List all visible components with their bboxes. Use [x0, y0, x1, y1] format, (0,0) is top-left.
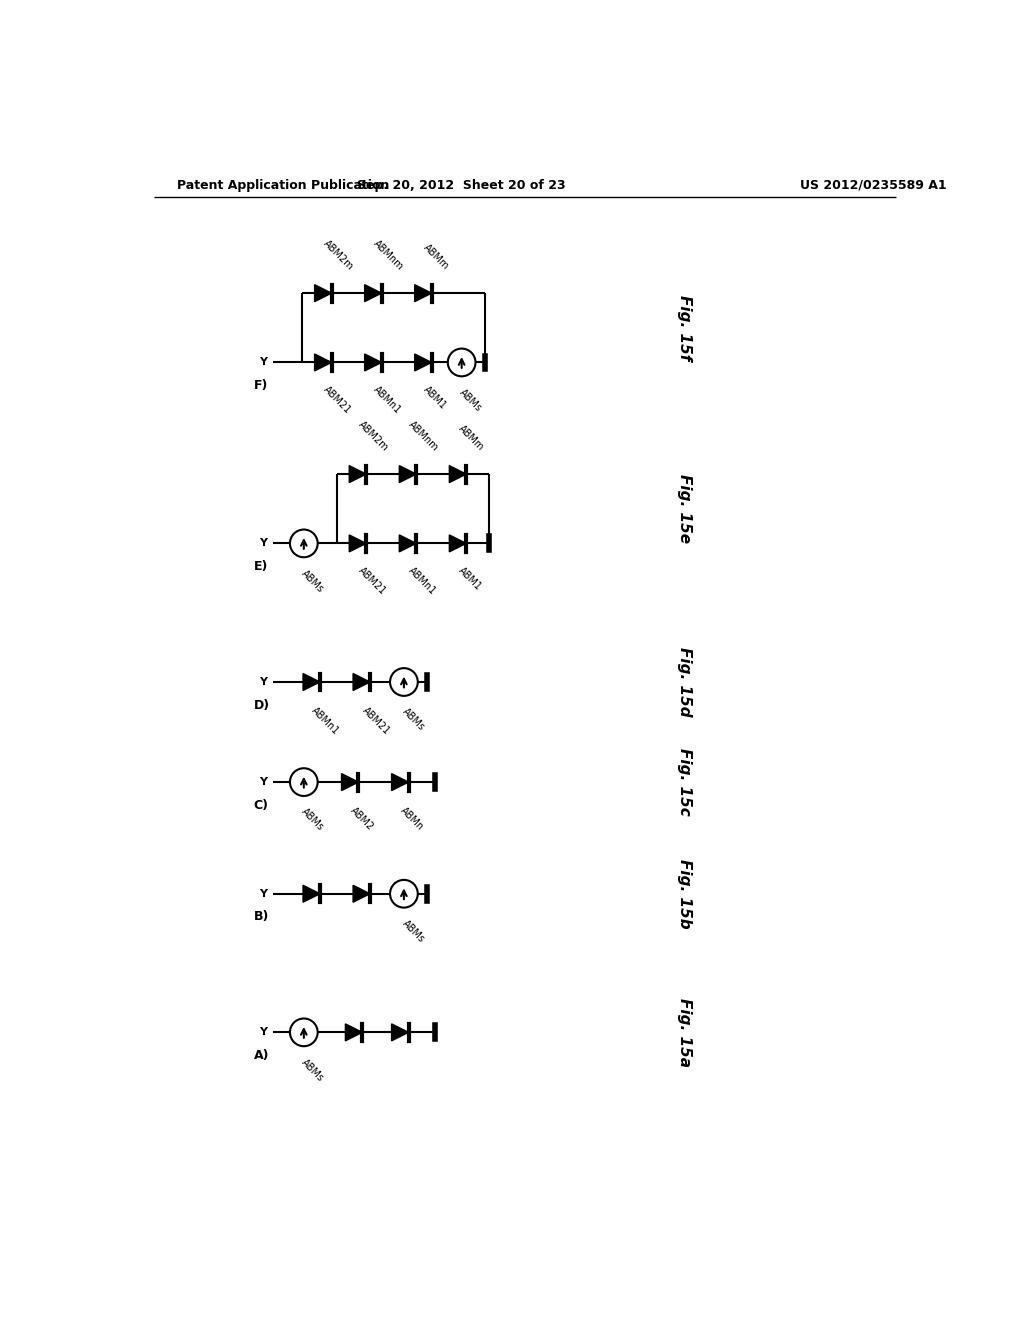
Polygon shape	[349, 466, 367, 483]
Text: ABMnm: ABMnm	[407, 418, 440, 453]
Text: ABM21: ABM21	[356, 565, 387, 597]
Polygon shape	[314, 354, 332, 371]
Text: ABMs: ABMs	[400, 919, 426, 945]
Text: Fig. 15b: Fig. 15b	[677, 859, 692, 928]
Polygon shape	[399, 466, 416, 483]
Polygon shape	[353, 673, 370, 690]
Text: ABMm: ABMm	[457, 424, 485, 453]
Text: Fig. 15f: Fig. 15f	[677, 296, 692, 360]
Text: Fig. 15e: Fig. 15e	[677, 474, 692, 544]
Text: Y: Y	[259, 888, 267, 899]
Polygon shape	[415, 354, 432, 371]
Text: Fig. 15c: Fig. 15c	[677, 748, 692, 816]
Polygon shape	[450, 535, 466, 552]
Text: Patent Application Publication: Patent Application Publication	[177, 178, 389, 191]
Text: ABMn: ABMn	[398, 805, 426, 832]
Polygon shape	[314, 285, 332, 302]
Polygon shape	[365, 354, 382, 371]
Polygon shape	[303, 886, 319, 903]
Text: ABMnm: ABMnm	[372, 238, 406, 272]
Polygon shape	[342, 774, 358, 791]
Text: A): A)	[254, 1049, 269, 1063]
Polygon shape	[391, 1024, 409, 1040]
Polygon shape	[353, 886, 370, 903]
Text: ABM21: ABM21	[360, 705, 391, 737]
Text: F): F)	[254, 379, 268, 392]
Text: ABMn1: ABMn1	[407, 565, 437, 597]
Text: Y: Y	[259, 1027, 267, 1038]
Polygon shape	[303, 673, 319, 690]
Text: ABMm: ABMm	[422, 243, 451, 272]
Text: Sep. 20, 2012  Sheet 20 of 23: Sep. 20, 2012 Sheet 20 of 23	[357, 178, 566, 191]
Text: US 2012/0235589 A1: US 2012/0235589 A1	[801, 178, 947, 191]
Text: ABM1: ABM1	[457, 565, 483, 591]
Text: Fig. 15d: Fig. 15d	[677, 647, 692, 717]
Text: D): D)	[254, 698, 270, 711]
Text: ABM2: ABM2	[348, 805, 376, 832]
Text: Y: Y	[259, 677, 267, 686]
Text: Y: Y	[259, 358, 267, 367]
Text: ABMs: ABMs	[300, 568, 326, 594]
Text: C): C)	[254, 799, 268, 812]
Text: E): E)	[254, 560, 268, 573]
Text: ABMs: ABMs	[300, 807, 326, 833]
Polygon shape	[391, 774, 409, 791]
Polygon shape	[450, 466, 466, 483]
Text: ABMn1: ABMn1	[372, 384, 402, 416]
Polygon shape	[349, 535, 367, 552]
Polygon shape	[415, 285, 432, 302]
Text: ABMs: ABMs	[458, 387, 484, 413]
Text: B): B)	[254, 911, 269, 924]
Polygon shape	[399, 535, 416, 552]
Text: ABM21: ABM21	[322, 384, 353, 416]
Text: ABMs: ABMs	[400, 706, 426, 733]
Text: ABMs: ABMs	[300, 1057, 326, 1084]
Text: ABM2m: ABM2m	[322, 238, 355, 272]
Text: ABM2m: ABM2m	[356, 418, 390, 453]
Text: Fig. 15a: Fig. 15a	[677, 998, 692, 1067]
Polygon shape	[345, 1024, 362, 1040]
Polygon shape	[365, 285, 382, 302]
Text: ABM1: ABM1	[422, 384, 449, 411]
Text: ABMn1: ABMn1	[310, 705, 341, 737]
Text: Y: Y	[259, 539, 267, 548]
Text: Y: Y	[259, 777, 267, 787]
